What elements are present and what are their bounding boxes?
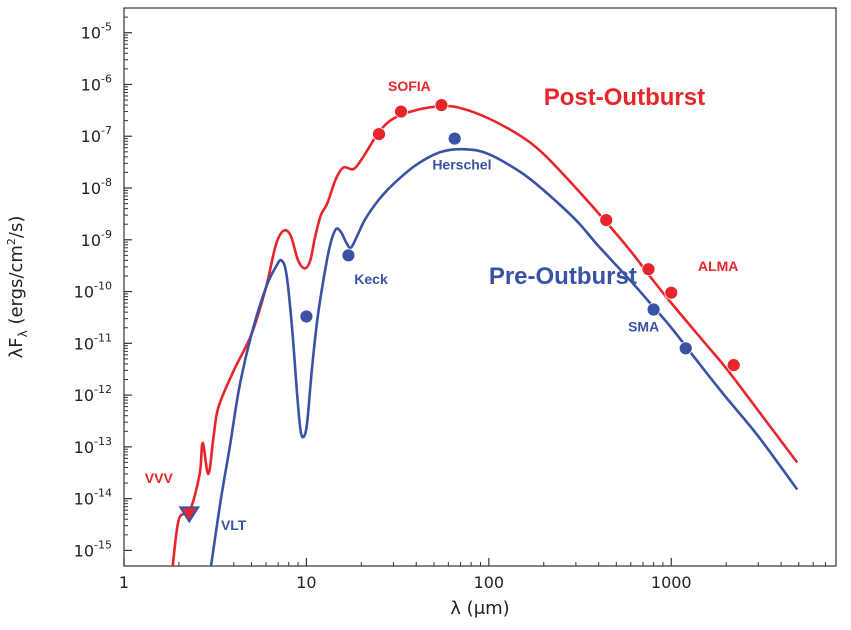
y-tick-label: 10-11 — [74, 331, 112, 353]
plot-frame — [123, 7, 837, 567]
y-tick-label: 10-7 — [81, 124, 112, 146]
y-tick-label: 10-14 — [74, 487, 112, 509]
annotation-vlt: VLT — [221, 517, 247, 533]
annotation-herschel: Herschel — [432, 156, 491, 172]
annotation-post-outburst: Post-Outburst — [544, 84, 705, 111]
x-tick-label: 100 — [474, 573, 505, 592]
data-point — [372, 127, 386, 142]
annotation-vvv: VVV — [145, 470, 174, 486]
series-curves — [171, 104, 799, 566]
data-point — [646, 302, 661, 317]
y-tick-label: 10-13 — [74, 435, 112, 457]
series-line-post-outburst — [171, 104, 799, 566]
x-tick-label: 1 — [119, 573, 129, 592]
y-axis-ticks: 10-5 10-6 10-7 10-8 10-9 10-10 10-11 10-12 10-13… — [74, 16, 132, 560]
annotations: Post-Outburst Pre-Outburst SOFIA Herschel Ke… — [145, 78, 739, 533]
data-point — [447, 131, 462, 146]
data-point — [726, 358, 741, 372]
vvv-marker — [178, 506, 201, 524]
y-tick-label: 10-5 — [81, 21, 112, 43]
x-axis-title: λ (μm) — [450, 598, 509, 619]
y-tick-label: 10-15 — [74, 538, 112, 560]
x-tick-label: 1000 — [651, 573, 692, 592]
data-points — [178, 98, 741, 524]
data-point — [434, 98, 449, 112]
annotation-pre-outburst: Pre-Outburst — [489, 263, 637, 290]
x-tick-label: 10 — [296, 573, 316, 592]
data-point — [599, 213, 614, 228]
y-tick-label: 10-12 — [74, 383, 112, 405]
y-tick-label: 10-10 — [74, 280, 112, 302]
series-line-pre-outburst — [209, 147, 799, 566]
y-axis-title: λFλ (ergs/cm2/s) — [5, 216, 30, 359]
y-tick-label: 10-6 — [81, 72, 112, 94]
data-point — [664, 285, 679, 300]
annotation-sofia: SOFIA — [388, 78, 431, 94]
data-point — [341, 248, 356, 263]
y-tick-label: 10-9 — [81, 228, 112, 250]
y-tick-label: 10-8 — [81, 176, 112, 198]
x-axis-ticks: 1 10 100 1000 — [119, 558, 837, 592]
annotation-keck: Keck — [354, 271, 388, 287]
data-point — [641, 262, 656, 277]
data-point — [394, 104, 408, 119]
annotation-alma: ALMA — [698, 258, 738, 274]
data-point — [678, 341, 693, 356]
annotation-sma: SMA — [628, 318, 659, 334]
data-point — [299, 309, 314, 324]
